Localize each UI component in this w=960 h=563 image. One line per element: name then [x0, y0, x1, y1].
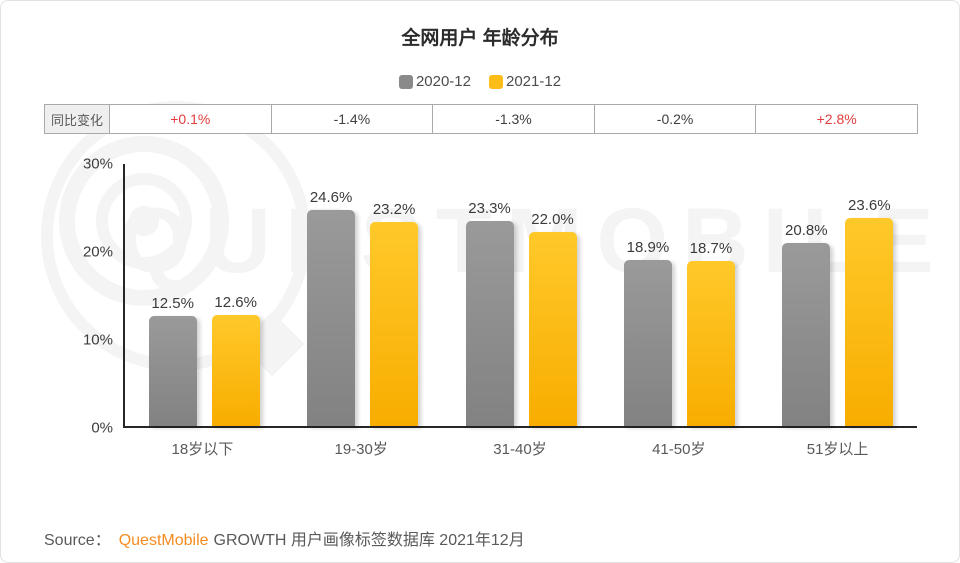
source-prefix: Source：: [44, 532, 111, 549]
bar-2020-12-41-50岁: [623, 259, 672, 426]
source-brand: QuestMobile: [118, 532, 209, 549]
bar-2020-12-31-40岁: [465, 220, 514, 426]
yoy-cell: +2.8%: [755, 105, 917, 133]
bar-column-2020-12: 24.6%: [307, 188, 356, 426]
yoy-cell: -1.4%: [270, 105, 433, 133]
y-tick-label: 30%: [82, 155, 113, 173]
x-category-label: 19-30岁: [334, 441, 388, 458]
bar-column-2021-12: 23.6%: [845, 197, 894, 426]
x-category-label: 51岁以上: [806, 441, 869, 458]
bar-2020-12-51岁以上: [782, 242, 831, 426]
y-axis: 0% 10% 20% 30%: [57, 156, 113, 437]
bar-group-41-50岁: 18.9% 18.7%: [600, 164, 758, 426]
bar-column-2020-12: 18.9%: [623, 238, 672, 426]
bar-value-label: 18.7%: [689, 240, 733, 258]
y-tick-label: 20%: [82, 243, 113, 261]
bar-value-label: 20.8%: [785, 221, 828, 239]
bar-2020-12-19-30岁: [307, 209, 356, 426]
bar-value-label: 23.2%: [372, 200, 416, 218]
chart-title: 全网用户 年龄分布: [401, 28, 559, 49]
legend-swatch-icon: [398, 74, 413, 89]
bar-column-2020-12: 20.8%: [782, 221, 831, 426]
yoy-cell: -1.3%: [432, 105, 594, 133]
bar-2021-12-41-50岁: [686, 261, 735, 426]
legend-item-2020-12: 2020-12: [398, 73, 471, 90]
x-category-label: 41-50岁: [652, 441, 706, 458]
bar-column-2020-12: 23.3%: [465, 199, 514, 426]
bar-2021-12-19-30岁: [370, 221, 419, 426]
bar-column-2021-12: 12.6%: [211, 294, 260, 426]
legend-item-2021-12: 2021-12: [489, 73, 561, 90]
x-axis-category-labels: 18岁以下 19-30岁 31-40岁 41-50岁 51岁以上: [123, 438, 917, 459]
y-tick-label: 10%: [82, 331, 113, 349]
bar-column-2021-12: 23.2%: [370, 200, 419, 426]
bar-column-2021-12: 18.7%: [686, 240, 735, 426]
yoy-row-label: 同比变化: [45, 105, 109, 133]
legend-label: 2021-12: [506, 73, 562, 90]
legend-label: 2020-12: [415, 73, 471, 90]
chart-legend: 2020-12 2021-12: [1, 73, 959, 90]
bar-value-label: 18.9%: [626, 238, 670, 256]
bar-value-label: 23.6%: [848, 197, 891, 215]
bar-value-label: 12.5%: [151, 295, 194, 312]
bar-value-label: 23.3%: [468, 199, 511, 217]
bar-column-2020-12: 12.5%: [148, 295, 197, 426]
bar-2021-12-51岁以上: [845, 218, 894, 426]
bar-group-18岁以下: 12.5% 12.6%: [125, 164, 283, 426]
bar-2020-12-18岁以下: [148, 316, 197, 426]
yoy-cell: -0.2%: [593, 105, 756, 133]
bar-value-label: 12.6%: [214, 294, 257, 312]
bar-2021-12-31-40岁: [528, 232, 577, 426]
bar-chart-plot: 12.5% 12.6% 24.6% 23.2% 23.3% 22.0% 18.9% 18.7%…: [123, 164, 917, 428]
bar-group-51岁以上: 20.8% 23.6%: [759, 164, 917, 426]
bar-column-2021-12: 22.0%: [528, 211, 577, 426]
bar-group-31-40岁: 23.3% 22.0%: [442, 164, 600, 426]
yoy-cell: +0.1%: [109, 105, 271, 133]
bar-value-label: 22.0%: [531, 211, 574, 229]
y-tick-label: 0%: [91, 419, 113, 437]
legend-swatch-icon: [489, 74, 503, 89]
x-category-label: 31-40岁: [493, 441, 547, 458]
source-line: Source： QuestMobile GROWTH 用户画像标签数据库 2021年…: [44, 526, 525, 550]
x-category-label: 18岁以下: [171, 441, 234, 458]
bar-2021-12-18岁以下: [211, 315, 260, 426]
bar-value-label: 24.6%: [309, 188, 353, 206]
source-rest: GROWTH 用户画像标签数据库 2021年12月: [213, 532, 525, 549]
bar-group-19-30岁: 24.6% 23.2%: [283, 164, 441, 426]
yoy-change-table: 同比变化 +0.1% -1.4% -1.3% -0.2% +2.8%: [44, 104, 918, 134]
